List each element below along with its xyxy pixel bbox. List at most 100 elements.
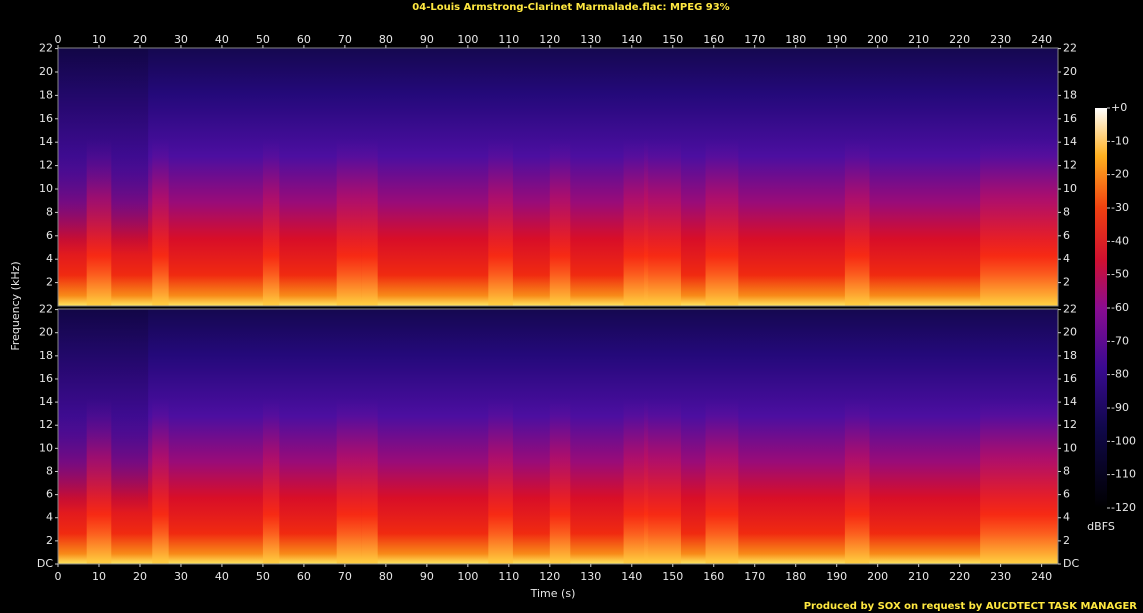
x-tick-label: 230 [990,33,1011,46]
spectral-burst [980,138,1058,306]
y-tick-label: DC [1063,557,1079,570]
spectral-burst [844,398,870,564]
x-tick-label: 10 [92,33,106,46]
spectral-burst [336,398,362,564]
colorbar-tick-label: -120 [1111,501,1136,514]
spectral-burst [86,398,112,564]
plot-frame [57,308,1059,565]
x-tick-label: 130 [580,570,601,583]
spectral-burst [705,138,739,306]
y-tick-label: 16 [1063,372,1077,385]
spectral-burst [361,138,378,306]
x-tick-label: 180 [785,570,806,583]
colorbar-tick-label: -110 [1111,468,1136,481]
x-tick-label: 10 [92,570,106,583]
colorbar-tick-label: -80 [1111,368,1129,381]
spectral-burst [488,398,513,564]
y-tick-label: 18 [39,349,53,362]
x-tick-label: 60 [297,33,311,46]
spectral-burst [152,138,169,306]
y-tick-label: 10 [1063,441,1077,454]
colorbar-tick-label: -50 [1111,268,1129,281]
colorbar [1095,108,1107,508]
y-tick-label: 20 [39,65,53,78]
y-axis-label: Frequency (kHz) [9,261,22,350]
y-tick-label: 4 [1063,252,1070,265]
x-tick-label: 60 [297,570,311,583]
x-tick-label: 160 [703,570,724,583]
y-tick-label: 10 [1063,182,1077,195]
spectral-burst [549,138,571,306]
y-tick-label: 16 [1063,112,1077,125]
y-tick-label: 10 [39,441,53,454]
x-tick-label: 0 [55,570,62,583]
y-tick-label: 22 [39,303,53,316]
x-tick-label: 240 [1031,570,1052,583]
x-tick-label: 240 [1031,33,1052,46]
x-tick-label: 90 [420,570,434,583]
x-tick-label: 100 [457,570,478,583]
x-tick-label: 150 [662,570,683,583]
y-tick-label: 6 [46,229,53,242]
x-tick-label: 230 [990,570,1011,583]
x-tick-label: 110 [498,570,519,583]
x-tick-label: 110 [498,33,519,46]
footer: Produced by SOX on request by AUCDTECT T… [804,601,1138,612]
spectral-burst [488,138,513,306]
y-tick-label: 8 [46,464,53,477]
x-tick-label: 130 [580,33,601,46]
colorbar-tick-label: -90 [1111,401,1129,414]
colorbar-tick-label: -70 [1111,334,1129,347]
y-tick-label: 8 [46,205,53,218]
x-tick-label: 150 [662,33,683,46]
x-tick-label: 140 [621,570,642,583]
y-tick-label: 14 [1063,395,1077,408]
colorbar-tick-label: -40 [1111,234,1129,247]
x-tick-label: 40 [215,33,229,46]
y-tick-label: 2 [1063,276,1070,289]
y-tick-label: 20 [39,326,53,339]
y-tick-label: 12 [1063,159,1077,172]
spectral-burst [705,398,739,564]
y-tick-label: 16 [39,112,53,125]
x-tick-label: 200 [867,570,888,583]
y-tick-label: 22 [1063,303,1077,316]
colorbar-tick-label: -100 [1111,434,1136,447]
x-tick-label: 170 [744,570,765,583]
colorbar-tick-label: -10 [1111,134,1129,147]
spectral-burst [980,398,1058,564]
y-tick-label: 10 [39,182,53,195]
y-tick-label: 4 [46,511,53,524]
spectral-burst [152,398,169,564]
x-tick-label: 220 [949,570,970,583]
y-tick-label: 20 [1063,326,1077,339]
x-axis-label: Time (s) [530,587,576,600]
y-tick-label: 6 [1063,488,1070,501]
colorbar-tick-label: +0 [1111,101,1127,114]
y-tick-label: 4 [46,252,53,265]
x-tick-label: 30 [174,33,188,46]
y-tick-label: 6 [46,488,53,501]
spectral-burst [549,398,571,564]
x-tick-label: 20 [133,33,147,46]
spectral-burst [361,398,378,564]
y-tick-label: 12 [1063,418,1077,431]
x-tick-label: 190 [826,33,847,46]
spectral-burst [86,138,112,306]
x-tick-label: 80 [379,33,393,46]
x-tick-label: 210 [908,33,929,46]
spectral-burst [644,398,681,564]
x-tick-label: 40 [215,570,229,583]
spectral-burst [336,138,362,306]
y-tick-label: 22 [39,42,53,55]
plot-frame [57,47,1059,307]
x-tick-label: 0 [55,33,62,46]
y-tick-label: 2 [1063,534,1070,547]
y-tick-label: DC [37,557,53,570]
chart-title: 04-Louis Armstrong-Clarinet Marmalade.fl… [412,2,729,13]
y-tick-label: 22 [1063,42,1077,55]
colorbar-tick-label: -60 [1111,301,1129,314]
spectral-burst [844,138,870,306]
x-tick-label: 30 [174,570,188,583]
